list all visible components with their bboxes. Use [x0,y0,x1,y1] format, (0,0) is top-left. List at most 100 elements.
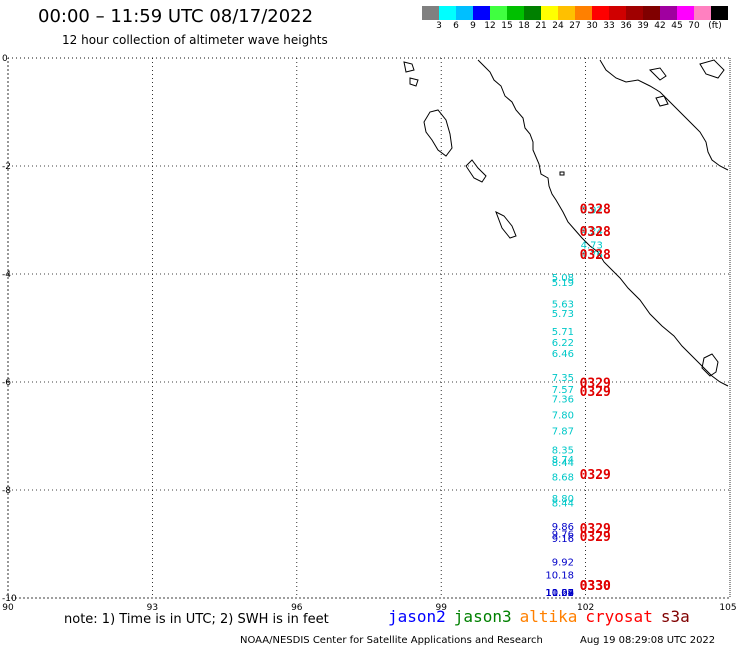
wave-height-label: 4.73 [581,241,603,252]
colorbar-tick-label: 39 [637,21,649,31]
x-tick-label: 93 [147,603,158,613]
pass-time-label: 0329 [580,385,611,400]
colorbar-swatch [609,6,626,20]
wave-height-label: 7.35 [552,373,574,384]
y-tick-label: -4 [2,270,11,280]
colorbar-swatch [711,6,728,20]
axis-tick-labels: 90 93 96 99 102 105 0 -2 -4 -6 -8 -10 [2,54,737,613]
colorbar-swatch [694,6,711,20]
pass-time-label: 0328 [580,225,611,240]
island-small [559,171,565,176]
colorbar-tick-label: 30 [586,21,598,31]
x-tick-label: 105 [719,603,736,613]
wave-height-label: 5.71 [552,327,574,338]
colorbar-tick-label: 6 [453,21,459,31]
footer-timestamp: Aug 19 08:29:08 UTC 2022 [580,635,716,646]
colorbar-swatch [422,6,439,20]
wave-height-label: 7.80 [552,411,574,422]
footer-credit: NOAA/NESDIS Center for Satellite Applica… [240,635,543,646]
colorbar-swatch [507,6,524,20]
colorbar-swatch [541,6,558,20]
legend-item-jason3: jason3 [453,607,512,626]
wave-height-label: 9.92 [552,558,574,569]
x-tick-label: 99 [435,603,447,613]
y-tick-label: -2 [2,162,11,172]
island-east-2 [699,59,725,79]
colorbar-tick-label: 27 [569,21,581,31]
colorbar-swatch [677,6,694,20]
y-tick-label: -8 [2,486,11,496]
colorbar-tick-label: 36 [620,21,632,31]
colorbar-tick-label: 9 [470,21,476,31]
wave-height-label: 10.02 [545,588,574,599]
pass-time-label: 0329 [580,376,611,391]
wave-height-label: 8.68 [552,472,574,483]
page-subtitle: 12 hour collection of altimeter wave hei… [62,33,328,47]
pass-time-label: 0329 [580,522,611,537]
island-siberut [465,159,487,183]
colorbar-swatch [575,6,592,20]
colorbar-swatch [490,6,507,20]
colorbar-labels: 3 6 9 12 15 18 21 24 27 30 33 36 39 42 45 70 (ft) [422,21,734,33]
island-east-1 [648,67,667,81]
y-tick-label: -6 [2,378,11,388]
grid-lines [7,57,731,599]
coastline-sumatra [477,59,729,387]
island-sipora [495,210,517,239]
colorbar-swatch [473,6,490,20]
pass-time-label: 0330 [580,579,611,594]
wave-height-label: 9.86 [552,522,574,533]
wave-height-label: 4.24 [581,227,603,238]
wave-height-label: 10.29 [545,588,574,599]
colorbar [422,6,728,20]
wave-height-label: 8.44 [552,499,574,510]
wave-height-label: 8.44 [552,458,574,469]
wave-height-label: 11.04 [545,588,574,599]
wave-height-label: 5.73 [552,309,574,320]
wave-height-label: 9.16 [552,534,574,545]
colorbar-tick-label: 45 [671,21,683,31]
wave-height-label: 3.92 [581,206,603,217]
colorbar-tick-label: 33 [603,21,615,31]
coastline-peninsula [599,59,729,171]
satellite-legend: jason2 jason3 altika cryosat s3a [388,607,698,626]
pass-time-label: 0329 [580,468,611,483]
colorbar-swatch [643,6,660,20]
colorbar-tick-label: 3 [436,21,442,31]
island-nias [423,109,453,157]
island-east-3 [655,95,669,107]
wave-height-label: 8.35 [552,445,574,456]
legend-item-s3a: s3a [660,607,690,626]
colorbar-tick-label: 21 [535,21,547,31]
wave-height-label: 8.74 [552,455,574,466]
colorbar-tick-label: 12 [484,21,496,31]
legend-item-cryosat: cryosat [585,607,653,626]
colorbar-tick-label: 42 [654,21,666,31]
wave-height-label: 6.22 [552,338,574,349]
wave-height-label: 5.63 [552,299,574,310]
island-north-2 [409,77,419,87]
wave-height-label: 5.19 [552,278,574,289]
wave-height-label: 7.87 [552,426,574,437]
colorbar-tick-label: (ft) [708,21,722,31]
y-tick-label: -10 [2,594,17,604]
legend-item-jason2: jason2 [388,607,446,626]
colorbar-swatch [524,6,541,20]
pass-time-label: 0329 [580,530,611,545]
wave-height-label: 10.18 [545,571,574,582]
wave-height-label: 4.76 [581,250,603,261]
island-north-1 [403,61,415,73]
colorbar-tick-label: 15 [501,21,513,31]
colorbar-swatch [660,6,677,20]
wave-height-label: 5.08 [552,273,574,284]
colorbar-tick-label: 24 [552,21,564,31]
colorbar-swatch [456,6,473,20]
wave-height-label: 9.76 [552,530,574,541]
colorbar-tick-label: 70 [688,21,700,31]
pass-time-label: 0328 [580,203,611,218]
wave-height-label: 7.36 [552,395,574,406]
coastline [403,59,729,387]
wave-height-label: 10.68 [545,588,574,599]
